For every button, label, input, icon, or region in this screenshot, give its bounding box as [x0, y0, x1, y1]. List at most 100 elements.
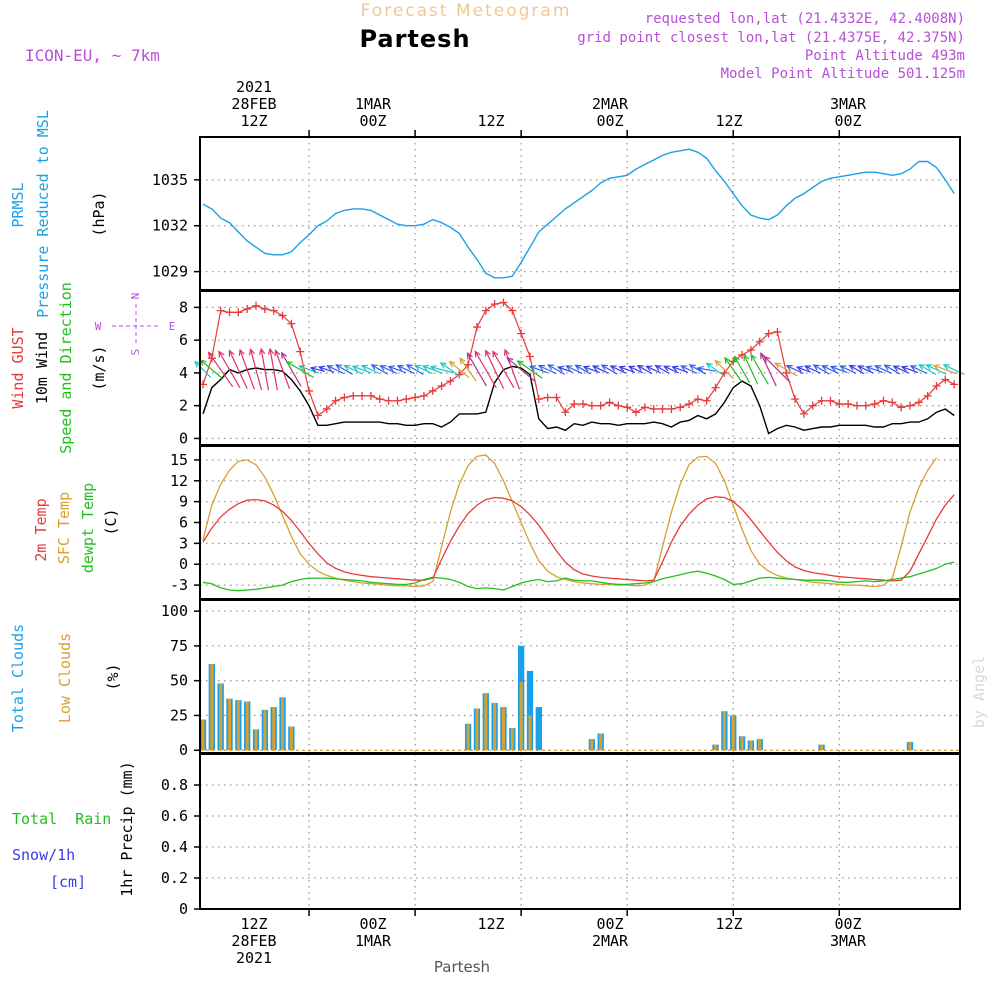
wind-arrow-head: [839, 365, 847, 372]
gust-marker: [419, 391, 428, 400]
wind-arrow: [406, 364, 424, 375]
wind-arrow-head: [280, 351, 287, 359]
gust-marker: [852, 401, 861, 410]
wind-arrow-head: [829, 365, 838, 372]
wind-arrow-head: [600, 364, 608, 371]
low-cloud-bar: [740, 736, 744, 751]
wind-arrow: [504, 349, 521, 390]
gust-marker: [791, 395, 800, 404]
gust-marker: [711, 383, 720, 392]
clouds-unit-label: (%): [104, 663, 122, 690]
gust-marker: [525, 352, 534, 361]
precip-panel: 0 0.2 0.4 0.6 0.8: [161, 754, 960, 918]
wind-arrow: [610, 365, 627, 374]
wind-arrow-head: [618, 365, 626, 372]
wind-arrow-head: [207, 351, 215, 359]
low-cloud-bar: [519, 682, 523, 751]
gust-marker: [552, 393, 561, 402]
gust-marker: [313, 411, 322, 420]
wind-arrow: [733, 356, 751, 384]
t2m-label: 2m Temp: [32, 498, 50, 561]
low-cloud-bar: [493, 702, 497, 751]
low-cloud-bar: [272, 707, 276, 751]
wind-arrow: [269, 348, 278, 391]
app-title: Forecast Meteogram: [361, 1, 572, 21]
wind-arrow-head: [705, 362, 713, 369]
wind-arrow-head: [773, 362, 782, 369]
wind-arrow: [655, 365, 670, 375]
wind-arrow: [352, 365, 372, 374]
pressure-unit-label: (hPa): [90, 191, 108, 236]
wind-arrow-head: [900, 365, 909, 372]
wind-arrow: [388, 365, 407, 374]
wind-arrow: [714, 360, 734, 380]
precip-tick-label: 0: [179, 900, 188, 918]
wind-arrow-head: [688, 364, 696, 371]
bottom-time-label: 00Z 3MAR: [830, 915, 867, 950]
gust-marker: [570, 400, 579, 409]
watermark: by Angel: [970, 656, 988, 728]
wind-arrow-head: [387, 365, 395, 372]
wind-arrow: [689, 364, 707, 375]
low-cloud-bar: [501, 707, 505, 751]
wind-arrow-head: [285, 361, 293, 368]
gust-marker: [252, 301, 261, 310]
wind-arrow-head: [743, 353, 750, 362]
wind-arrow-head: [803, 365, 812, 372]
dewpt-line: [202, 561, 955, 592]
gust-marker: [305, 386, 314, 395]
wind-arrow-head: [506, 357, 514, 364]
wind-arrow-head: [503, 348, 510, 356]
wind-arrow: [575, 364, 591, 375]
wind-arrow-head: [662, 365, 671, 372]
wind-arrow-head: [459, 357, 466, 365]
wind-arrow: [893, 365, 909, 374]
wind-tick-label: 0: [179, 429, 188, 447]
wind-arrow-head: [795, 365, 804, 372]
model-altitude: Model Point Altitude 501.125m: [721, 66, 965, 82]
wind-arrow-head: [856, 365, 865, 372]
low-cloud-bar: [722, 711, 726, 751]
requested-coords: requested lon,lat (21.4332E, 42.4008N): [645, 11, 965, 27]
wind-arrow-head: [396, 365, 404, 371]
gust-marker: [950, 380, 959, 389]
wind-arrow: [517, 360, 543, 379]
wind-arrow: [440, 362, 461, 377]
gust-marker: [702, 396, 711, 405]
gust-marker: [764, 329, 773, 338]
precip-tick-label: 0.8: [161, 776, 188, 794]
wind-arrow-head: [750, 353, 757, 361]
gust-marker: [499, 298, 508, 307]
wind-arrow: [228, 350, 248, 389]
wind-arrow-head: [892, 365, 900, 372]
wind-arrow: [397, 365, 415, 375]
precip-tick-label: 0.6: [161, 807, 188, 825]
gust-marker: [932, 382, 941, 391]
panel-frame: [199, 753, 961, 910]
gust-marker: [861, 401, 870, 410]
wind-arrow: [485, 350, 505, 389]
wind-arrow: [680, 365, 698, 374]
compass-e: E: [169, 320, 176, 333]
gust-marker: [826, 396, 835, 405]
gust-marker: [941, 375, 950, 384]
wind-arrow: [628, 365, 644, 374]
wind-arrow-head: [537, 364, 546, 371]
gust-marker: [632, 408, 641, 417]
top-time-label: 12Z: [477, 112, 504, 130]
gust-marker: [393, 396, 402, 405]
wind-arrow: [566, 365, 583, 374]
wind-arrow-head: [582, 365, 590, 372]
wind-arrow-head: [528, 365, 537, 372]
wind-arrow-head: [696, 365, 704, 373]
wind-arrow: [371, 364, 389, 375]
temp-2m-line: [202, 494, 955, 582]
gust-marker: [596, 401, 605, 410]
gust-marker: [508, 306, 517, 315]
gust-marker: [897, 403, 906, 412]
wind-arrow: [813, 364, 830, 375]
wind-arrow: [840, 365, 857, 374]
panel-frame: [199, 599, 961, 754]
wind-arrow: [466, 352, 487, 387]
